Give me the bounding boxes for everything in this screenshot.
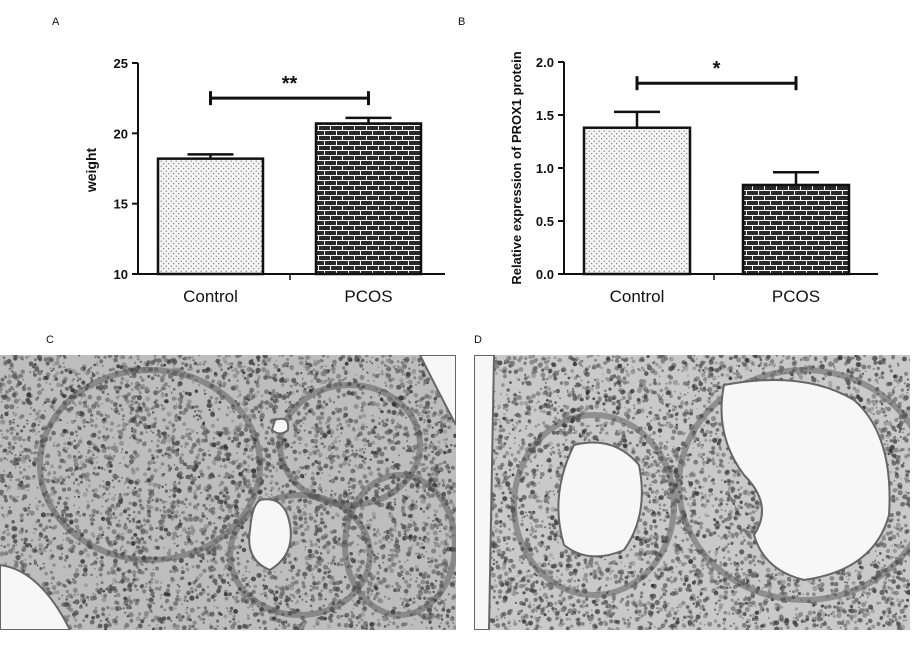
bar-pcos xyxy=(741,183,851,276)
category-label: Control xyxy=(183,287,238,306)
follicle-antrum xyxy=(474,355,496,630)
y-tick-label: 1.0 xyxy=(536,161,554,176)
significance-label: ** xyxy=(282,73,298,95)
follicle-antrum xyxy=(248,498,292,572)
chart-a-weight: 10 15 20 25 weight Control PCOS ** xyxy=(83,56,445,306)
follicle-antrum xyxy=(418,355,456,426)
y-tick-label: 0.5 xyxy=(536,214,554,229)
micrograph-c-control-ovary xyxy=(0,355,456,630)
follicle-boundary xyxy=(37,367,263,563)
y-tick-label: 1.5 xyxy=(536,108,554,123)
follicle-boundary xyxy=(227,492,373,618)
bar-pcos xyxy=(314,122,423,276)
bar-control xyxy=(156,157,265,276)
panel-a-label: A xyxy=(52,16,60,28)
y-tick-label: 15 xyxy=(114,197,128,212)
y-tick-label: 2.0 xyxy=(536,55,554,70)
panel-d-label: D xyxy=(474,334,482,346)
micrograph-d-pcos-ovary xyxy=(474,355,910,630)
y-tick-label: 0.0 xyxy=(536,267,554,282)
panel-c-label: C xyxy=(46,334,54,346)
follicle-antrum xyxy=(270,417,290,435)
y-tick-label: 25 xyxy=(114,56,128,71)
y-axis-label: Relative expression of PROX1 protein xyxy=(509,51,524,284)
significance-label: * xyxy=(713,58,721,80)
follicle-antrum xyxy=(720,379,891,582)
category-label: Control xyxy=(610,287,665,306)
category-label: PCOS xyxy=(772,287,820,306)
panel-b-label: B xyxy=(458,16,466,28)
bar-control xyxy=(582,126,692,276)
chart-b-prox1: 0.0 0.5 1.0 1.5 2.0 Relative expression of PR… xyxy=(509,51,878,306)
y-tick-label: 20 xyxy=(114,126,128,141)
follicle-boundary xyxy=(342,472,456,618)
category-label: PCOS xyxy=(344,287,392,306)
follicle-boundary xyxy=(277,382,423,508)
y-axis-label: weight xyxy=(83,148,99,194)
follicle-boundary xyxy=(676,367,910,603)
follicle-boundary xyxy=(511,412,677,598)
follicle-antrum xyxy=(557,441,643,558)
cell-nuclei xyxy=(0,355,456,630)
y-tick-label: 10 xyxy=(114,267,128,282)
follicle-antrum xyxy=(0,563,72,630)
